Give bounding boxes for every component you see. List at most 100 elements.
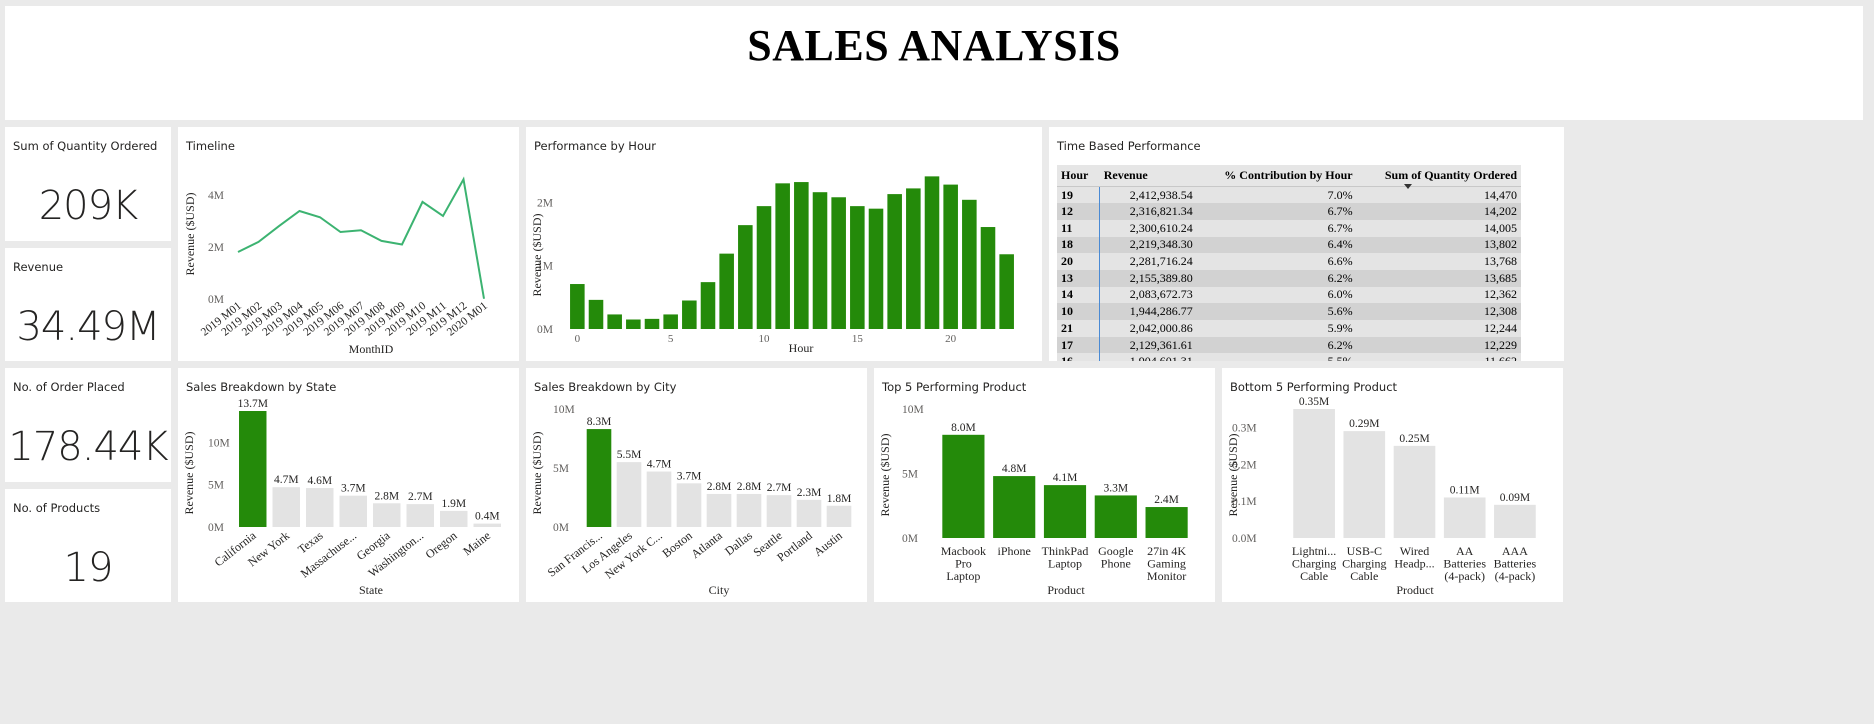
cell-revenue: 2,300,610.24 [1099,219,1197,237]
bar[interactable] [607,314,622,329]
bar[interactable] [738,225,753,329]
data-point[interactable] [339,230,343,234]
table-row[interactable]: 11 2,300,610.24 6.7% 14,005 [1057,219,1521,237]
timeline-card[interactable]: Timeline 0M 2M 4M Revenue ($USD) MonthID 2019… [178,127,519,361]
state-card[interactable]: Sales Breakdown by State 0M 5M 10M Revenue … [178,368,519,602]
bar[interactable] [586,429,612,527]
time-table[interactable]: Hour Revenue % Contribution by Hour Sum … [1057,165,1521,361]
bar[interactable] [406,504,434,527]
bar[interactable] [796,499,822,527]
bar[interactable] [1145,507,1188,538]
city-card[interactable]: Sales Breakdown by City 0M 5M 10M Revenue (… [526,368,867,602]
table-row[interactable]: 14 2,083,672.73 6.0% 12,362 [1057,286,1521,304]
bar[interactable] [924,176,940,329]
bar[interactable] [1094,495,1137,538]
data-point[interactable] [359,228,363,232]
bar[interactable] [1443,497,1486,538]
kpi-quantity-card[interactable]: Sum of Quantity Ordered 209K [5,127,171,241]
bar[interactable] [1393,445,1436,538]
table-row[interactable]: 17 2,129,361.61 6.2% 12,229 [1057,336,1521,354]
col-revenue-header[interactable]: Revenue [1099,165,1197,187]
table-row[interactable]: 21 2,042,000.86 5.9% 12,244 [1057,320,1521,337]
data-point[interactable] [277,224,281,228]
bar[interactable] [736,493,762,527]
kpi-revenue-card[interactable]: Revenue 34.49M [5,248,171,361]
bar[interactable] [682,300,697,330]
bar[interactable] [646,471,672,527]
bar[interactable] [999,254,1014,329]
bar[interactable] [831,197,846,329]
bar[interactable] [1293,409,1335,538]
bar[interactable] [373,503,401,527]
data-point[interactable] [236,250,240,254]
table-row[interactable]: 10 1,944,286.77 5.6% 12,308 [1057,303,1521,320]
col-hour-header[interactable]: Hour [1057,165,1100,187]
bar[interactable] [339,495,367,527]
bar[interactable] [906,188,921,329]
bottom5-card[interactable]: Bottom 5 Performing Product 0.0M 0.1M 0.2M… [1222,368,1563,602]
data-point[interactable] [380,239,384,243]
table-row[interactable]: 16 1,904,601.31 5.5% 11,662 [1057,353,1521,361]
bar[interactable] [1494,504,1536,538]
bar[interactable] [1043,485,1087,538]
bar[interactable] [980,227,996,329]
table-row[interactable]: 19 2,412,938.54 7.0% 14,470 [1057,186,1521,204]
bar[interactable] [766,495,792,527]
bar[interactable] [706,493,732,527]
bar[interactable] [616,462,642,527]
data-point[interactable] [400,242,404,246]
bar[interactable] [887,194,902,329]
hour-chart[interactable]: 0M 1M 2M Revenue ($USD) Hour 0 5 10 15 20 [526,127,1042,361]
data-point[interactable] [298,209,302,213]
table-row[interactable]: 18 2,219,348.30 6.4% 13,802 [1057,236,1521,254]
bar[interactable] [644,318,660,329]
time-table-card[interactable]: Time Based Performance Hour Revenue % Co… [1049,127,1564,361]
data-point[interactable] [318,215,322,219]
col-quantity-header[interactable]: Sum of Quantity Ordered [1356,165,1521,187]
bar[interactable] [942,434,985,538]
bar[interactable] [719,253,734,329]
bar[interactable] [306,488,334,527]
bar[interactable] [794,182,809,329]
bar[interactable] [826,505,852,527]
bar[interactable] [588,299,604,329]
bar[interactable] [812,192,828,329]
bar[interactable] [473,523,501,527]
bar[interactable] [239,411,267,527]
hour-card[interactable]: Performance by Hour 0M 1M 2M Revenue ($USD)… [526,127,1042,361]
table-row[interactable]: 20 2,281,716.24 6.6% 13,768 [1057,253,1521,270]
kpi-orders-card[interactable]: No. of Order Placed 178.44K [5,368,171,482]
col-contribution-header[interactable]: % Contribution by Hour [1196,165,1357,187]
bar[interactable] [1343,431,1386,538]
bar[interactable] [570,284,585,329]
data-point[interactable] [441,214,445,218]
bar[interactable] [676,483,702,527]
data-point[interactable] [257,240,261,244]
bar[interactable] [663,314,678,329]
table-row[interactable]: 12 2,316,821.34 6.7% 14,202 [1057,203,1521,220]
cell-hour: 21 [1057,320,1101,337]
table-row[interactable]: 13 2,155,389.80 6.2% 13,685 [1057,269,1521,287]
bar[interactable] [700,282,716,329]
bar[interactable] [850,206,865,329]
bar[interactable] [962,199,977,329]
bar[interactable] [868,208,884,329]
bar[interactable] [993,476,1036,538]
data-point[interactable] [421,200,425,204]
kpi-products-card[interactable]: No. of Products 19 [5,489,171,602]
bar[interactable] [756,206,772,329]
x-tick-label-line: Gaming [1147,557,1186,571]
data-point[interactable] [462,177,466,181]
bar[interactable] [440,510,468,527]
bar[interactable] [775,183,790,329]
data-label: 3.7M [341,483,366,495]
bar[interactable] [272,487,300,527]
bar[interactable] [626,319,641,330]
bar[interactable] [943,184,958,329]
top5-card[interactable]: Top 5 Performing Product 0M 5M 10M Revenue … [874,368,1215,602]
